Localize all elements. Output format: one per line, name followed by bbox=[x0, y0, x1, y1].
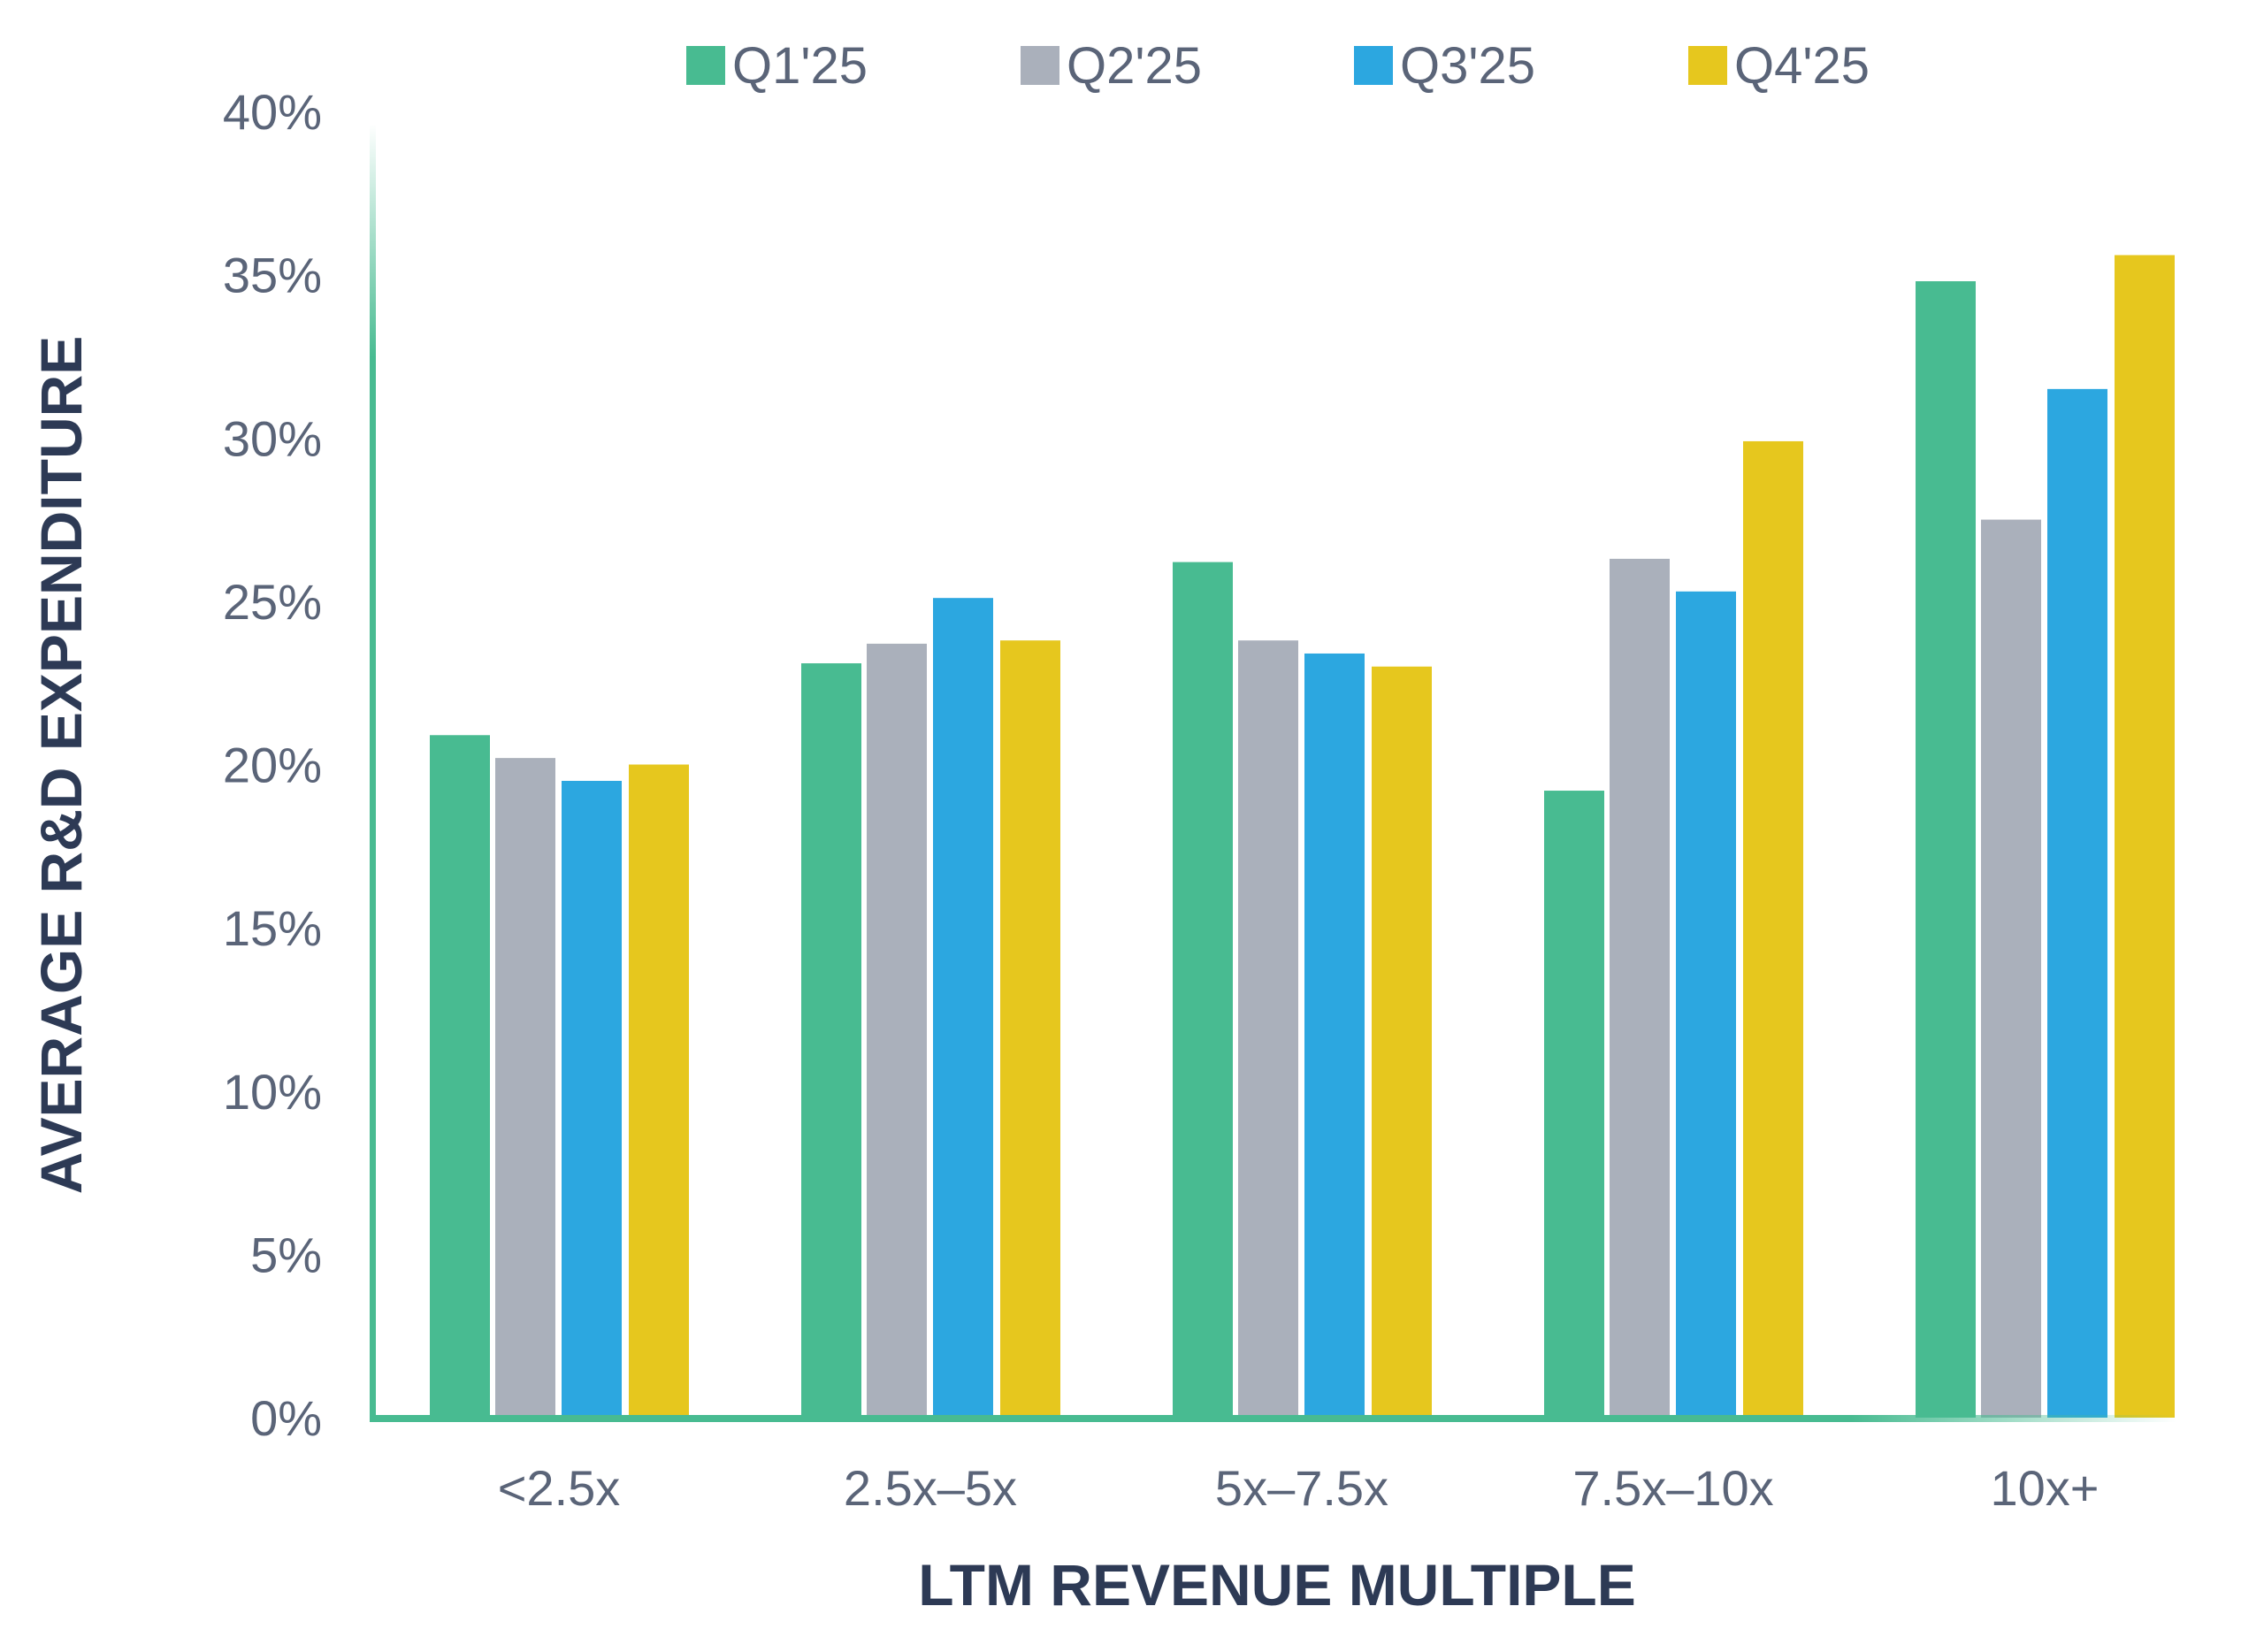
y-axis-line bbox=[370, 124, 376, 1422]
x-axis-line bbox=[370, 1415, 2176, 1422]
bar-Q125-2 bbox=[1173, 562, 1233, 1418]
bar-Q125-0 bbox=[430, 735, 490, 1418]
legend-label: Q4'25 bbox=[1734, 37, 1870, 95]
x-tick-label: 7.5x–10x bbox=[1572, 1460, 1773, 1516]
legend-swatch bbox=[1688, 46, 1727, 85]
x-tick-label: 2.5x–5x bbox=[844, 1460, 1017, 1516]
y-tick-label: 5% bbox=[250, 1227, 322, 1282]
legend-swatch bbox=[1021, 46, 1059, 85]
legend-swatch bbox=[686, 46, 725, 85]
legend-label: Q3'25 bbox=[1400, 37, 1535, 95]
y-axis-title: AVERAGE R&D EXPENDITURE bbox=[28, 336, 94, 1195]
y-tick-label: 20% bbox=[223, 738, 322, 793]
bar-Q325-4 bbox=[2047, 388, 2107, 1418]
legend-item: Q2'25 bbox=[1021, 37, 1202, 95]
bar-Q225-3 bbox=[1610, 558, 1670, 1418]
bar-Q325-3 bbox=[1676, 591, 1736, 1418]
bar-Q425-1 bbox=[1000, 640, 1060, 1418]
x-tick-label: 10x+ bbox=[1991, 1460, 2100, 1516]
legend-label: Q1'25 bbox=[732, 37, 868, 95]
y-tick-label: 25% bbox=[223, 574, 322, 630]
legend-swatch bbox=[1354, 46, 1393, 85]
bar-Q425-0 bbox=[629, 764, 689, 1418]
legend-item: Q4'25 bbox=[1688, 37, 1870, 95]
bar-Q425-3 bbox=[1743, 440, 1803, 1418]
x-tick-label: <2.5x bbox=[498, 1460, 621, 1516]
bar-Q225-1 bbox=[867, 643, 927, 1418]
bar-Q225-2 bbox=[1238, 640, 1298, 1418]
y-tick-label: 0% bbox=[250, 1390, 322, 1446]
x-axis-title: LTM REVENUE MULTIPLE bbox=[918, 1552, 1636, 1618]
bar-Q225-4 bbox=[1981, 519, 2041, 1418]
legend-item: Q3'25 bbox=[1354, 37, 1535, 95]
y-tick-label: 35% bbox=[223, 248, 322, 303]
bar-Q125-3 bbox=[1544, 791, 1604, 1418]
y-tick-label: 30% bbox=[223, 410, 322, 466]
legend-label: Q2'25 bbox=[1067, 37, 1202, 95]
bar-Q325-1 bbox=[933, 598, 993, 1418]
bar-Q325-0 bbox=[562, 780, 622, 1418]
bar-Q425-4 bbox=[2115, 255, 2175, 1419]
bar-Q125-1 bbox=[801, 663, 861, 1418]
y-tick-label: 15% bbox=[223, 900, 322, 956]
bar-Q325-2 bbox=[1304, 653, 1365, 1418]
x-tick-label: 5x–7.5x bbox=[1215, 1460, 1388, 1516]
y-tick-label: 10% bbox=[223, 1064, 322, 1120]
bar-Q425-2 bbox=[1372, 666, 1432, 1418]
bar-Q225-0 bbox=[495, 758, 555, 1418]
y-tick-label: 40% bbox=[223, 84, 322, 140]
legend-item: Q1'25 bbox=[686, 37, 868, 95]
bar-Q125-4 bbox=[1916, 281, 1976, 1418]
